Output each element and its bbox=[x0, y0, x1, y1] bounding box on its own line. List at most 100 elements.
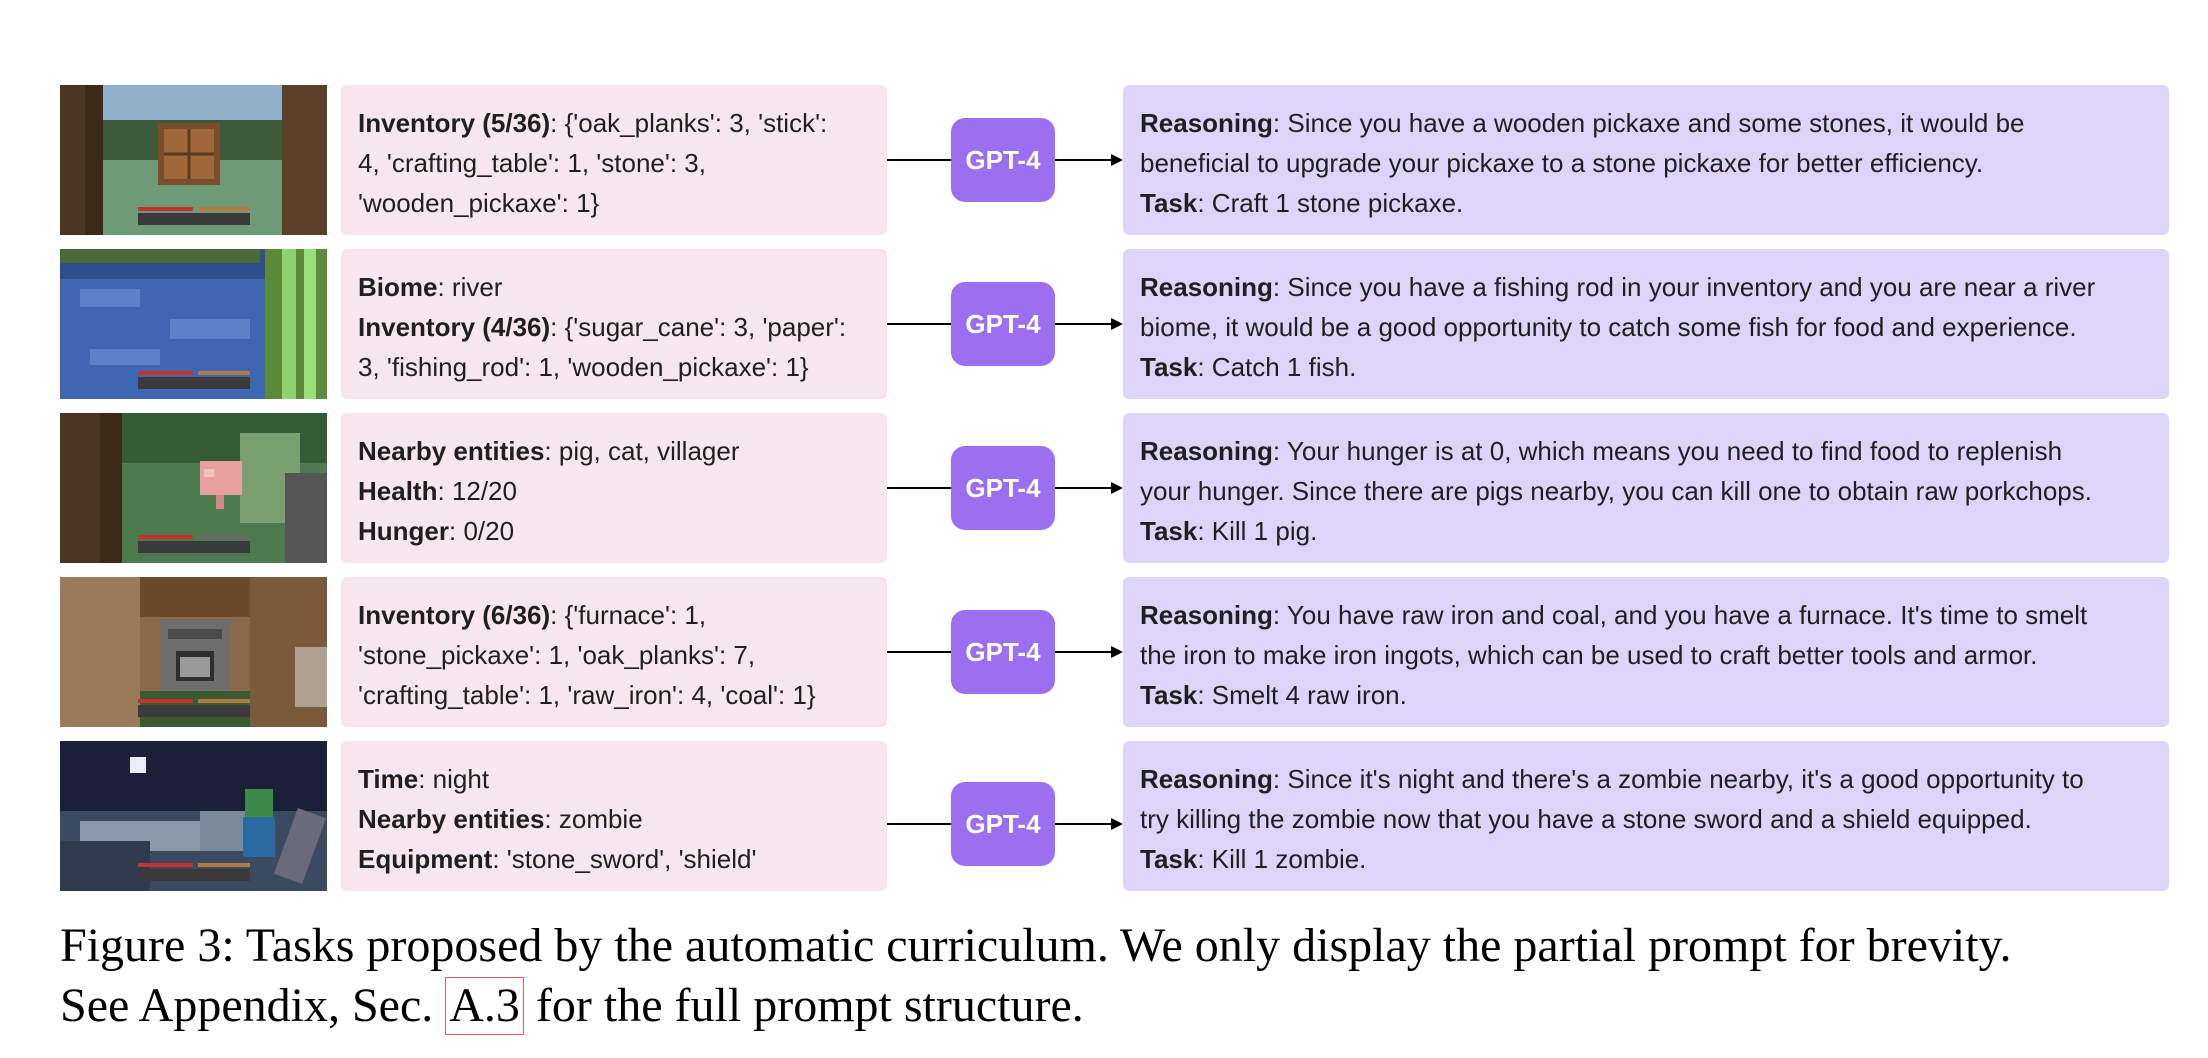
screenshot-crafting-table bbox=[60, 85, 327, 235]
observation-line: 'wooden_pickaxe': 1} bbox=[358, 183, 869, 223]
connector: GPT-4 bbox=[887, 413, 1123, 563]
minecraft-scene-image bbox=[60, 249, 327, 399]
observation-label: Inventory (6/36) bbox=[358, 600, 551, 630]
observation-label: Nearby entities bbox=[358, 804, 545, 834]
task-line: Task: Smelt 4 raw iron. bbox=[1140, 675, 2151, 715]
task-line: Task: Catch 1 fish. bbox=[1140, 347, 2151, 387]
observation-value: : pig, cat, villager bbox=[544, 436, 740, 466]
observation-value: : night bbox=[418, 764, 490, 794]
arrow-icon bbox=[887, 318, 1123, 330]
reasoning-line: beneficial to upgrade your pickaxe to a … bbox=[1140, 143, 2151, 183]
observation-value: : {'sugar_cane': 3, 'paper': bbox=[550, 312, 847, 342]
screenshot-zombie-night bbox=[60, 741, 327, 891]
observation-box: Time: night Nearby entities: zombie Equi… bbox=[341, 741, 887, 891]
minecraft-scene-image bbox=[60, 413, 327, 563]
reasoning-label: Reasoning bbox=[1140, 764, 1273, 794]
task-label: Task bbox=[1140, 844, 1198, 874]
observation-line: 'crafting_table': 1, 'raw_iron': 4, 'coa… bbox=[358, 675, 869, 715]
task-text: : Craft 1 stone pickaxe. bbox=[1197, 188, 1464, 218]
observation-value: : zombie bbox=[544, 804, 643, 834]
reasoning-label: Reasoning bbox=[1140, 600, 1273, 630]
observation-label: Inventory (5/36) bbox=[358, 108, 551, 138]
reasoning-line: the iron to make iron ingots, which can … bbox=[1140, 635, 2151, 675]
screenshot-pig bbox=[60, 413, 327, 563]
curriculum-row: Time: night Nearby entities: zombie Equi… bbox=[0, 741, 2208, 891]
reasoning-line: biome, it would be a good opportunity to… bbox=[1140, 307, 2151, 347]
reasoning-line: Reasoning: Since it's night and there's … bbox=[1140, 759, 2151, 799]
observation-line: 3, 'fishing_rod': 1, 'wooden_pickaxe': 1… bbox=[358, 347, 869, 387]
observation-line: Equipment: 'stone_sword', 'shield' bbox=[358, 839, 869, 879]
reasoning-text: try killing the zombie now that you have… bbox=[1140, 804, 2032, 834]
reasoning-line: your hunger. Since there are pigs nearby… bbox=[1140, 471, 2151, 511]
model-badge: GPT-4 bbox=[951, 446, 1055, 530]
observation-box: Inventory (5/36): {'oak_planks': 3, 'sti… bbox=[341, 85, 887, 235]
task-text: : Catch 1 fish. bbox=[1197, 352, 1357, 382]
reasoning-label: Reasoning bbox=[1140, 108, 1273, 138]
task-proposal-box: Reasoning: You have raw iron and coal, a… bbox=[1123, 577, 2169, 727]
figure-caption: Figure 3: Tasks proposed by the automati… bbox=[60, 916, 2190, 1036]
task-label: Task bbox=[1140, 680, 1198, 710]
reasoning-text: : Since it's night and there's a zombie … bbox=[1272, 764, 2084, 794]
screenshot-furnace bbox=[60, 577, 327, 727]
observation-label: Time bbox=[358, 764, 419, 794]
observation-value: : 12/20 bbox=[437, 476, 517, 506]
observation-line: Biome: river bbox=[358, 267, 869, 307]
observation-line: Nearby entities: pig, cat, villager bbox=[358, 431, 869, 471]
minecraft-scene-image bbox=[60, 85, 327, 235]
arrow-icon bbox=[887, 154, 1123, 166]
task-proposal-box: Reasoning: Since you have a fishing rod … bbox=[1123, 249, 2169, 399]
observation-line: Inventory (4/36): {'sugar_cane': 3, 'pap… bbox=[358, 307, 869, 347]
model-badge: GPT-4 bbox=[951, 282, 1055, 366]
caption-line: Figure 3: Tasks proposed by the automati… bbox=[60, 919, 2012, 972]
observation-label: Equipment bbox=[358, 844, 493, 874]
reasoning-label: Reasoning bbox=[1140, 436, 1273, 466]
minecraft-scene-image bbox=[60, 741, 327, 891]
curriculum-row: Inventory (5/36): {'oak_planks': 3, 'sti… bbox=[0, 85, 2208, 235]
observation-label: Hunger bbox=[358, 516, 449, 546]
curriculum-row: Biome: river Inventory (4/36): {'sugar_c… bbox=[0, 249, 2208, 399]
reasoning-text: : Since you have a fishing rod in your i… bbox=[1272, 272, 2096, 302]
reasoning-text: : Since you have a wooden pickaxe and so… bbox=[1272, 108, 2025, 138]
appendix-reference-link[interactable]: A.3 bbox=[445, 977, 524, 1035]
task-proposal-box: Reasoning: Since it's night and there's … bbox=[1123, 741, 2169, 891]
model-badge: GPT-4 bbox=[951, 118, 1055, 202]
observation-value: 'stone_pickaxe': 1, 'oak_planks': 7, bbox=[358, 640, 756, 670]
reasoning-line: Reasoning: Since you have a fishing rod … bbox=[1140, 267, 2151, 307]
observation-line: Health: 12/20 bbox=[358, 471, 869, 511]
task-line: Task: Kill 1 pig. bbox=[1140, 511, 2151, 551]
observation-value: : {'furnace': 1, bbox=[550, 600, 707, 630]
curriculum-row: Nearby entities: pig, cat, villager Heal… bbox=[0, 413, 2208, 563]
task-text: : Kill 1 zombie. bbox=[1197, 844, 1367, 874]
arrow-icon bbox=[887, 646, 1123, 658]
minecraft-scene-image bbox=[60, 577, 327, 727]
reasoning-text: your hunger. Since there are pigs nearby… bbox=[1140, 476, 2092, 506]
observation-value: 4, 'crafting_table': 1, 'stone': 3, bbox=[358, 148, 706, 178]
task-text: : Kill 1 pig. bbox=[1197, 516, 1318, 546]
observation-label: Health bbox=[358, 476, 438, 506]
reasoning-text: : Your hunger is at 0, which means you n… bbox=[1272, 436, 2063, 466]
observation-line: 'stone_pickaxe': 1, 'oak_planks': 7, bbox=[358, 635, 869, 675]
observation-value: : 0/20 bbox=[449, 516, 515, 546]
arrow-icon bbox=[887, 818, 1123, 830]
task-label: Task bbox=[1140, 516, 1198, 546]
task-label: Task bbox=[1140, 352, 1198, 382]
observation-label: Nearby entities bbox=[358, 436, 545, 466]
task-proposal-box: Reasoning: Your hunger is at 0, which me… bbox=[1123, 413, 2169, 563]
connector: GPT-4 bbox=[887, 85, 1123, 235]
connector: GPT-4 bbox=[887, 741, 1123, 891]
reasoning-line: try killing the zombie now that you have… bbox=[1140, 799, 2151, 839]
caption-line: See Appendix, Sec. A.3 for the full prom… bbox=[60, 976, 2190, 1036]
observation-line: Inventory (5/36): {'oak_planks': 3, 'sti… bbox=[358, 103, 869, 143]
reasoning-text: biome, it would be a good opportunity to… bbox=[1140, 312, 2077, 342]
reasoning-line: Reasoning: Your hunger is at 0, which me… bbox=[1140, 431, 2151, 471]
caption-text: See Appendix, Sec. bbox=[60, 979, 446, 1032]
model-badge: GPT-4 bbox=[951, 782, 1055, 866]
caption-text: for the full prompt structure. bbox=[523, 979, 1084, 1032]
observation-label: Inventory (4/36) bbox=[358, 312, 551, 342]
observation-line: Hunger: 0/20 bbox=[358, 511, 869, 551]
observation-value: 'crafting_table': 1, 'raw_iron': 4, 'coa… bbox=[358, 680, 816, 710]
observation-box: Inventory (6/36): {'furnace': 1, 'stone_… bbox=[341, 577, 887, 727]
observation-line: Inventory (6/36): {'furnace': 1, bbox=[358, 595, 869, 635]
reasoning-line: Reasoning: Since you have a wooden picka… bbox=[1140, 103, 2151, 143]
task-line: Task: Craft 1 stone pickaxe. bbox=[1140, 183, 2151, 223]
